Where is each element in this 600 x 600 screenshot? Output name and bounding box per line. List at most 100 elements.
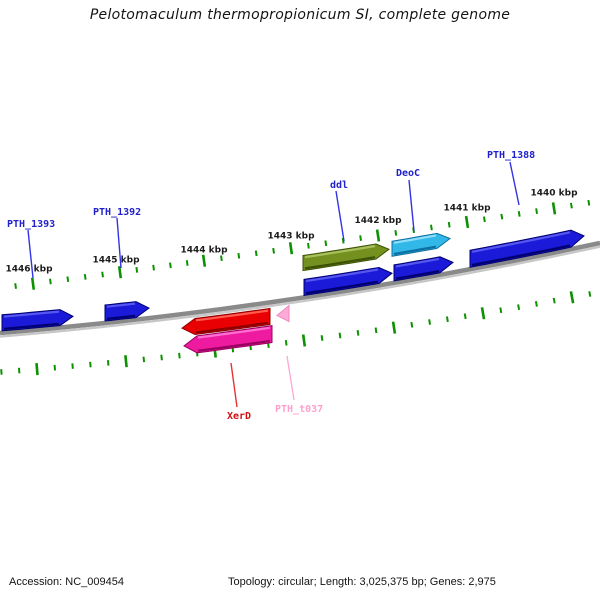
ruler-minor-tick	[320, 335, 324, 341]
ruler-major-tick	[117, 266, 123, 279]
feature-highlight	[3, 310, 60, 318]
ruler-minor-tick	[135, 267, 139, 273]
accession-text: Accession: NC_009454	[9, 576, 124, 588]
ruler-minor-tick	[83, 274, 87, 280]
ruler-major-tick	[569, 291, 575, 304]
feature-shade	[395, 270, 440, 280]
feature-highlight	[471, 231, 571, 253]
ruler-minor-tick	[500, 213, 504, 220]
feature-highlight	[393, 234, 437, 244]
callout-PTH_1392	[116, 217, 122, 269]
ruler-minor-tick	[517, 211, 521, 217]
ruler-minor-tick	[49, 278, 52, 285]
feature-shade	[195, 321, 269, 334]
feature-shade	[106, 314, 136, 320]
feature-body[interactable]	[303, 266, 393, 296]
backbone-line	[0, 240, 600, 336]
ruler-minor-tick	[356, 330, 360, 336]
ruler-minor-tick	[53, 364, 57, 371]
gene-label-XerD[interactable]: XerD	[227, 411, 251, 422]
ruler-major-tick	[301, 334, 307, 347]
feature-body[interactable]	[391, 232, 452, 257]
ruler-major-tick	[391, 321, 397, 334]
feature-body[interactable]	[469, 229, 585, 268]
ruler-minor-tick	[499, 307, 503, 314]
ruler-major-tick	[288, 242, 294, 255]
ruler-major-tick	[480, 307, 486, 320]
feature-body[interactable]	[302, 243, 391, 272]
page-title: Pelotomaculum thermopropionicum SI, comp…	[89, 7, 511, 23]
ruler-major-tick	[375, 229, 381, 242]
ruler-minor-tick	[445, 316, 449, 323]
ruler-minor-tick	[254, 250, 258, 257]
gene-label-PTH_1388[interactable]: PTH_1388	[487, 150, 535, 161]
ruler-minor-tick	[185, 260, 189, 266]
callouts	[27, 161, 520, 408]
gene-label-PTH_1393[interactable]: PTH_1393	[7, 219, 55, 230]
gene-labels: PTH_1393 PTH_1392 ddl DeoC PTH_1388 XerD PTH_t…	[7, 150, 535, 422]
feature-PTH_1393[interactable]	[1, 309, 74, 332]
feature-XerD-cog[interactable]	[183, 325, 273, 354]
ruler-label: 1443 kbp	[267, 232, 315, 242]
ruler-minor-tick	[89, 361, 92, 368]
ruler-minor-tick	[428, 319, 432, 325]
backbone-shadow	[0, 245, 600, 338]
feature-ddl[interactable]	[302, 243, 391, 272]
feature-XerD[interactable]	[181, 307, 271, 336]
feature-PTH_1388[interactable]	[469, 229, 585, 268]
feature-highlight	[305, 268, 379, 283]
ruler-minor-tick	[152, 264, 155, 271]
feature-highlight	[197, 326, 271, 339]
feature-shade	[304, 256, 376, 270]
feature-shade	[197, 339, 271, 352]
ruler-minor-tick	[517, 304, 521, 310]
feature-ddl-cds[interactable]	[303, 266, 393, 296]
feature-shade	[3, 322, 60, 330]
callout-XerD	[230, 362, 238, 408]
feature-body[interactable]	[183, 325, 273, 354]
ruler-minor-tick	[169, 262, 172, 269]
topology-text: Topology: circular; Length: 3,025,375 bp…	[228, 576, 496, 588]
ruler-minor-tick	[588, 291, 592, 297]
callout-PTH_1393	[27, 229, 34, 279]
ruler-minor-tick	[71, 363, 74, 369]
ruler-minor-tick	[374, 327, 378, 334]
feature-highlight	[395, 257, 440, 268]
gene-label-ddl[interactable]: ddl	[330, 180, 348, 191]
feature-DeoC[interactable]	[391, 232, 452, 257]
ruler-label: 1445 kbp	[92, 256, 140, 266]
ruler-minor-tick	[142, 356, 146, 363]
ruler-minor-tick	[178, 352, 181, 359]
feature-body[interactable]	[276, 304, 290, 323]
features	[1, 229, 585, 354]
ruler-minor-tick	[394, 230, 398, 236]
feature-highlight	[304, 244, 376, 259]
ruler-label: 1440 kbp	[530, 189, 578, 199]
ruler-minor-tick	[535, 208, 539, 214]
ruler-minor-tick	[429, 224, 433, 231]
ruler-major-tick	[551, 202, 557, 215]
callout-PTH_t037	[286, 355, 295, 401]
feature-body[interactable]	[181, 307, 271, 336]
feature-highlight	[106, 302, 136, 308]
gene-label-PTH_t037[interactable]: PTH_t037	[275, 404, 323, 415]
feature-DeoC-cds[interactable]	[393, 256, 454, 282]
feature-PTH_t037[interactable]	[276, 304, 290, 323]
ruler-major-tick	[464, 215, 470, 229]
feature-body[interactable]	[393, 256, 454, 282]
feature-PTH_1392[interactable]	[104, 301, 150, 322]
callout-PTH_1388	[509, 161, 520, 206]
ruler-major-tick	[124, 355, 128, 368]
ruler-minor-tick	[463, 313, 467, 320]
gene-label-DeoC[interactable]: DeoC	[396, 168, 420, 179]
ruler-minor-tick	[237, 252, 241, 259]
ruler-minor-tick	[587, 199, 591, 206]
ruler-minor-tick	[447, 221, 451, 228]
gene-label-PTH_1392[interactable]: PTH_1392	[93, 207, 141, 218]
ruler-minor-tick	[284, 339, 288, 346]
ruler-minor-tick	[482, 216, 486, 223]
ruler-minor-tick	[66, 276, 70, 283]
ruler-minor-tick	[17, 367, 21, 374]
